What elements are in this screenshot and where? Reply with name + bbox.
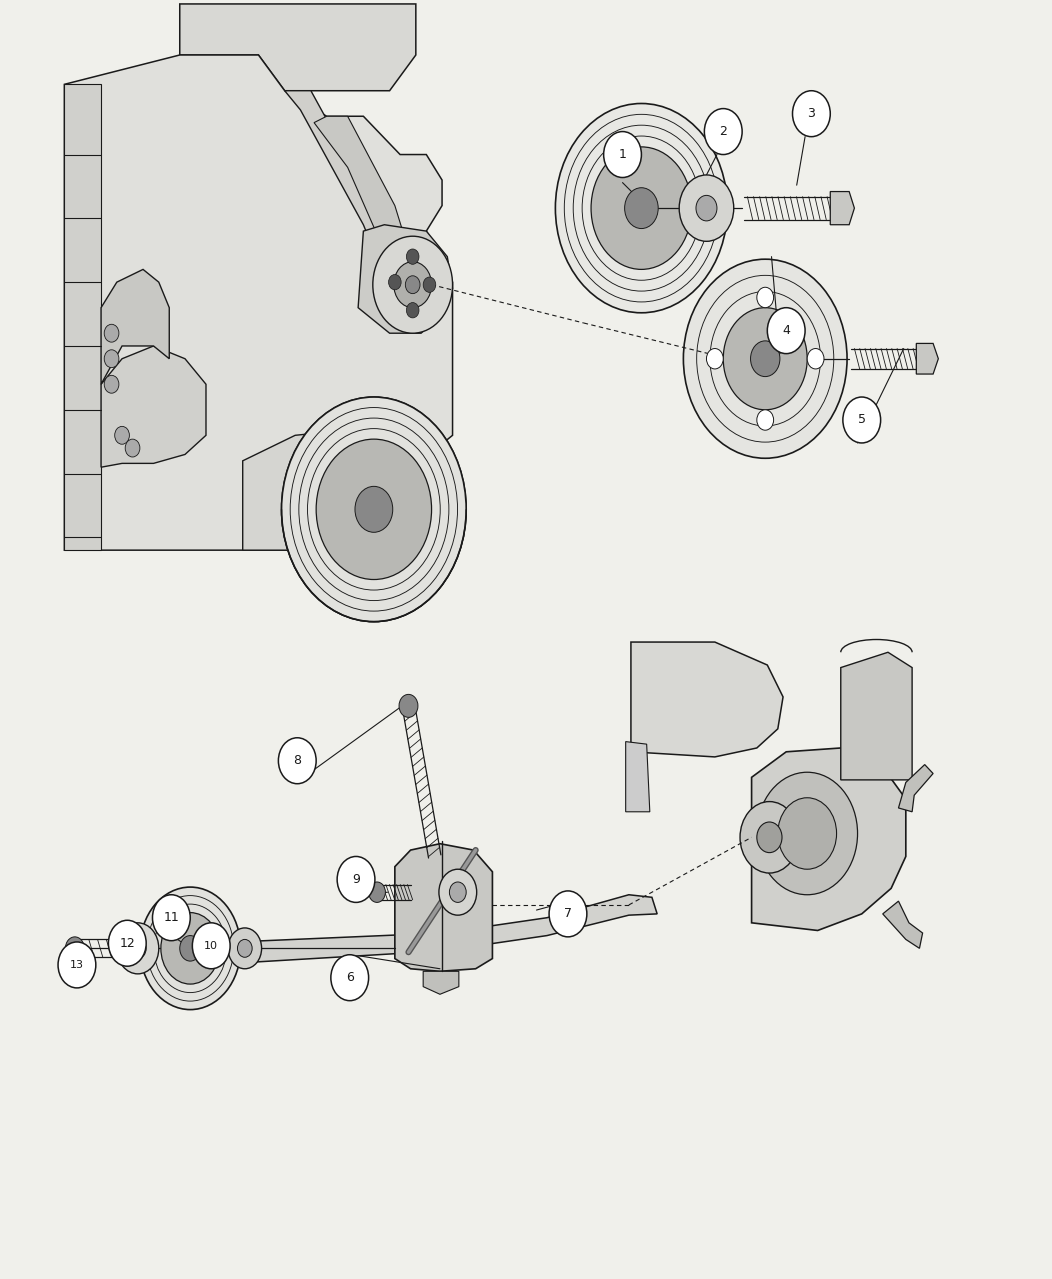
Text: 11: 11: [163, 911, 179, 925]
Polygon shape: [394, 844, 492, 971]
Circle shape: [65, 936, 84, 959]
Circle shape: [355, 486, 392, 532]
Circle shape: [372, 237, 452, 334]
Text: 8: 8: [294, 755, 301, 767]
Circle shape: [591, 147, 692, 270]
Circle shape: [705, 109, 742, 155]
Circle shape: [153, 895, 190, 940]
Circle shape: [125, 439, 140, 457]
Polygon shape: [64, 84, 101, 550]
Circle shape: [180, 935, 201, 961]
Polygon shape: [101, 270, 169, 384]
Circle shape: [777, 798, 836, 870]
Text: 7: 7: [564, 907, 572, 921]
Text: 4: 4: [783, 324, 790, 338]
Circle shape: [680, 175, 733, 242]
Circle shape: [161, 913, 220, 984]
Circle shape: [756, 773, 857, 895]
Polygon shape: [180, 4, 416, 91]
Text: 13: 13: [69, 961, 84, 969]
Circle shape: [707, 348, 724, 368]
Circle shape: [604, 132, 642, 178]
Text: 9: 9: [352, 874, 360, 886]
Circle shape: [129, 938, 146, 958]
Circle shape: [405, 276, 420, 294]
Circle shape: [756, 288, 773, 308]
Circle shape: [406, 249, 419, 265]
Circle shape: [279, 738, 317, 784]
Polygon shape: [101, 345, 206, 467]
Text: 2: 2: [720, 125, 727, 138]
Polygon shape: [751, 748, 906, 931]
Polygon shape: [631, 642, 783, 757]
Circle shape: [104, 375, 119, 393]
Circle shape: [756, 409, 773, 430]
Circle shape: [104, 349, 119, 367]
Circle shape: [684, 260, 847, 458]
Text: 3: 3: [808, 107, 815, 120]
Polygon shape: [243, 428, 442, 550]
Circle shape: [193, 923, 230, 968]
Circle shape: [104, 325, 119, 343]
Circle shape: [724, 308, 807, 409]
Circle shape: [282, 396, 466, 622]
Circle shape: [140, 888, 241, 1009]
Circle shape: [807, 348, 824, 368]
Circle shape: [555, 104, 727, 313]
Circle shape: [439, 870, 477, 916]
Circle shape: [399, 694, 418, 718]
Circle shape: [740, 802, 798, 874]
Circle shape: [117, 923, 159, 973]
Circle shape: [767, 308, 805, 353]
Circle shape: [388, 275, 401, 290]
Circle shape: [115, 426, 129, 444]
Polygon shape: [626, 742, 650, 812]
Polygon shape: [285, 91, 400, 289]
Polygon shape: [830, 192, 854, 225]
Text: 10: 10: [204, 941, 218, 950]
Circle shape: [549, 891, 587, 936]
Circle shape: [792, 91, 830, 137]
Polygon shape: [206, 895, 658, 964]
Circle shape: [423, 278, 436, 293]
Circle shape: [756, 822, 782, 853]
Circle shape: [317, 439, 431, 579]
Text: 1: 1: [619, 148, 626, 161]
Circle shape: [449, 883, 466, 903]
Circle shape: [406, 303, 419, 318]
Text: 6: 6: [346, 971, 353, 985]
Text: 12: 12: [120, 936, 135, 950]
Circle shape: [368, 883, 385, 903]
Polygon shape: [898, 765, 933, 812]
Circle shape: [238, 939, 252, 957]
Polygon shape: [64, 55, 452, 550]
Circle shape: [228, 929, 262, 968]
Circle shape: [108, 921, 146, 966]
Polygon shape: [423, 971, 459, 994]
Circle shape: [625, 188, 659, 229]
Circle shape: [843, 396, 881, 443]
Polygon shape: [916, 344, 938, 373]
Polygon shape: [883, 902, 923, 948]
Circle shape: [750, 341, 780, 376]
Circle shape: [696, 196, 717, 221]
Circle shape: [58, 941, 96, 987]
Text: 5: 5: [857, 413, 866, 426]
Circle shape: [337, 857, 375, 903]
Circle shape: [330, 954, 368, 1000]
Polygon shape: [841, 652, 912, 780]
Polygon shape: [315, 116, 410, 263]
Polygon shape: [358, 225, 452, 334]
Circle shape: [393, 262, 431, 308]
